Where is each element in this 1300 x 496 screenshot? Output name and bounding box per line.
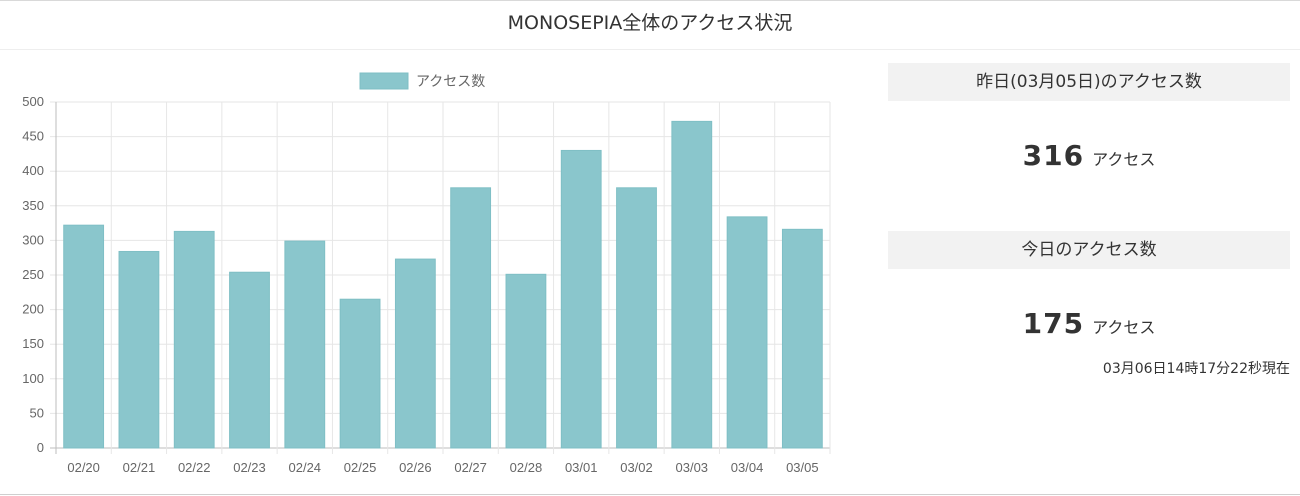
legend-swatch [359, 72, 409, 90]
yesterday-access-count: 316 [1022, 139, 1085, 172]
bottom-divider [0, 494, 1300, 495]
page-title: MONOSEPIA全体のアクセス状況 [0, 1, 1300, 50]
y-tick-label: 50 [30, 405, 44, 420]
x-tick-label: 03/05 [786, 460, 819, 475]
x-tick-label: 03/01 [565, 460, 598, 475]
bar [726, 216, 768, 449]
today-access-unit: アクセス [1092, 318, 1156, 337]
x-tick-label: 02/22 [178, 460, 211, 475]
yesterday-stat-title: 昨日(03月05日)のアクセス数 [888, 63, 1290, 101]
access-bar-chart: 0 50 100 150 200 250 300 350 400 450 500 02/20 02/21… [0, 60, 850, 490]
bar [616, 187, 657, 449]
today-stat-value: 175 アクセス [888, 307, 1290, 340]
y-tick-label: 150 [22, 336, 44, 351]
bar [229, 271, 270, 449]
x-tick-label: 02/25 [344, 460, 377, 475]
x-tick-label: 02/21 [123, 460, 156, 475]
x-tick-label: 02/23 [233, 460, 266, 475]
y-tick-label: 200 [22, 302, 44, 317]
bar [173, 230, 215, 449]
bar [560, 149, 602, 449]
x-tick-label: 03/03 [676, 460, 709, 475]
yesterday-stat-value: 316 アクセス [888, 139, 1290, 172]
bar [450, 187, 492, 449]
bar [118, 250, 160, 449]
y-tick-label: 250 [22, 267, 44, 282]
bar [671, 120, 713, 449]
today-timestamp: 03月06日14時17分22秒現在 [1102, 361, 1290, 377]
bar [63, 224, 105, 449]
x-tick-label: 03/02 [620, 460, 653, 475]
top-divider [0, 0, 1300, 1]
bar [781, 228, 823, 449]
y-tick-label: 400 [22, 163, 44, 178]
bar [339, 298, 381, 449]
y-tick-label: 0 [37, 440, 44, 455]
today-stat-title: 今日のアクセス数 [888, 231, 1290, 269]
access-stats-panel: 昨日(03月05日)のアクセス数 316 アクセス 今日のアクセス数 175 アクセ… [888, 63, 1290, 483]
today-access-count: 175 [1022, 307, 1085, 340]
y-tick-label: 100 [22, 371, 44, 386]
chart-svg: 0 50 100 150 200 250 300 350 400 450 500 02/20 02/21… [22, 72, 831, 475]
x-tick-label: 02/26 [399, 460, 432, 475]
x-tick-label: 02/28 [510, 460, 543, 475]
x-tick-label: 02/20 [67, 460, 100, 475]
y-tick-label: 350 [22, 198, 44, 213]
x-tick-label: 03/04 [731, 460, 764, 475]
bar [394, 258, 436, 449]
y-tick-label: 450 [22, 129, 44, 144]
y-tick-label: 500 [22, 94, 44, 109]
bar [505, 273, 547, 449]
y-tick-label: 300 [22, 232, 44, 247]
legend-label: アクセス数 [416, 74, 485, 90]
bar [284, 240, 326, 449]
x-tick-label: 02/27 [454, 460, 487, 475]
x-tick-label: 02/24 [289, 460, 322, 475]
yesterday-access-unit: アクセス [1092, 150, 1156, 169]
